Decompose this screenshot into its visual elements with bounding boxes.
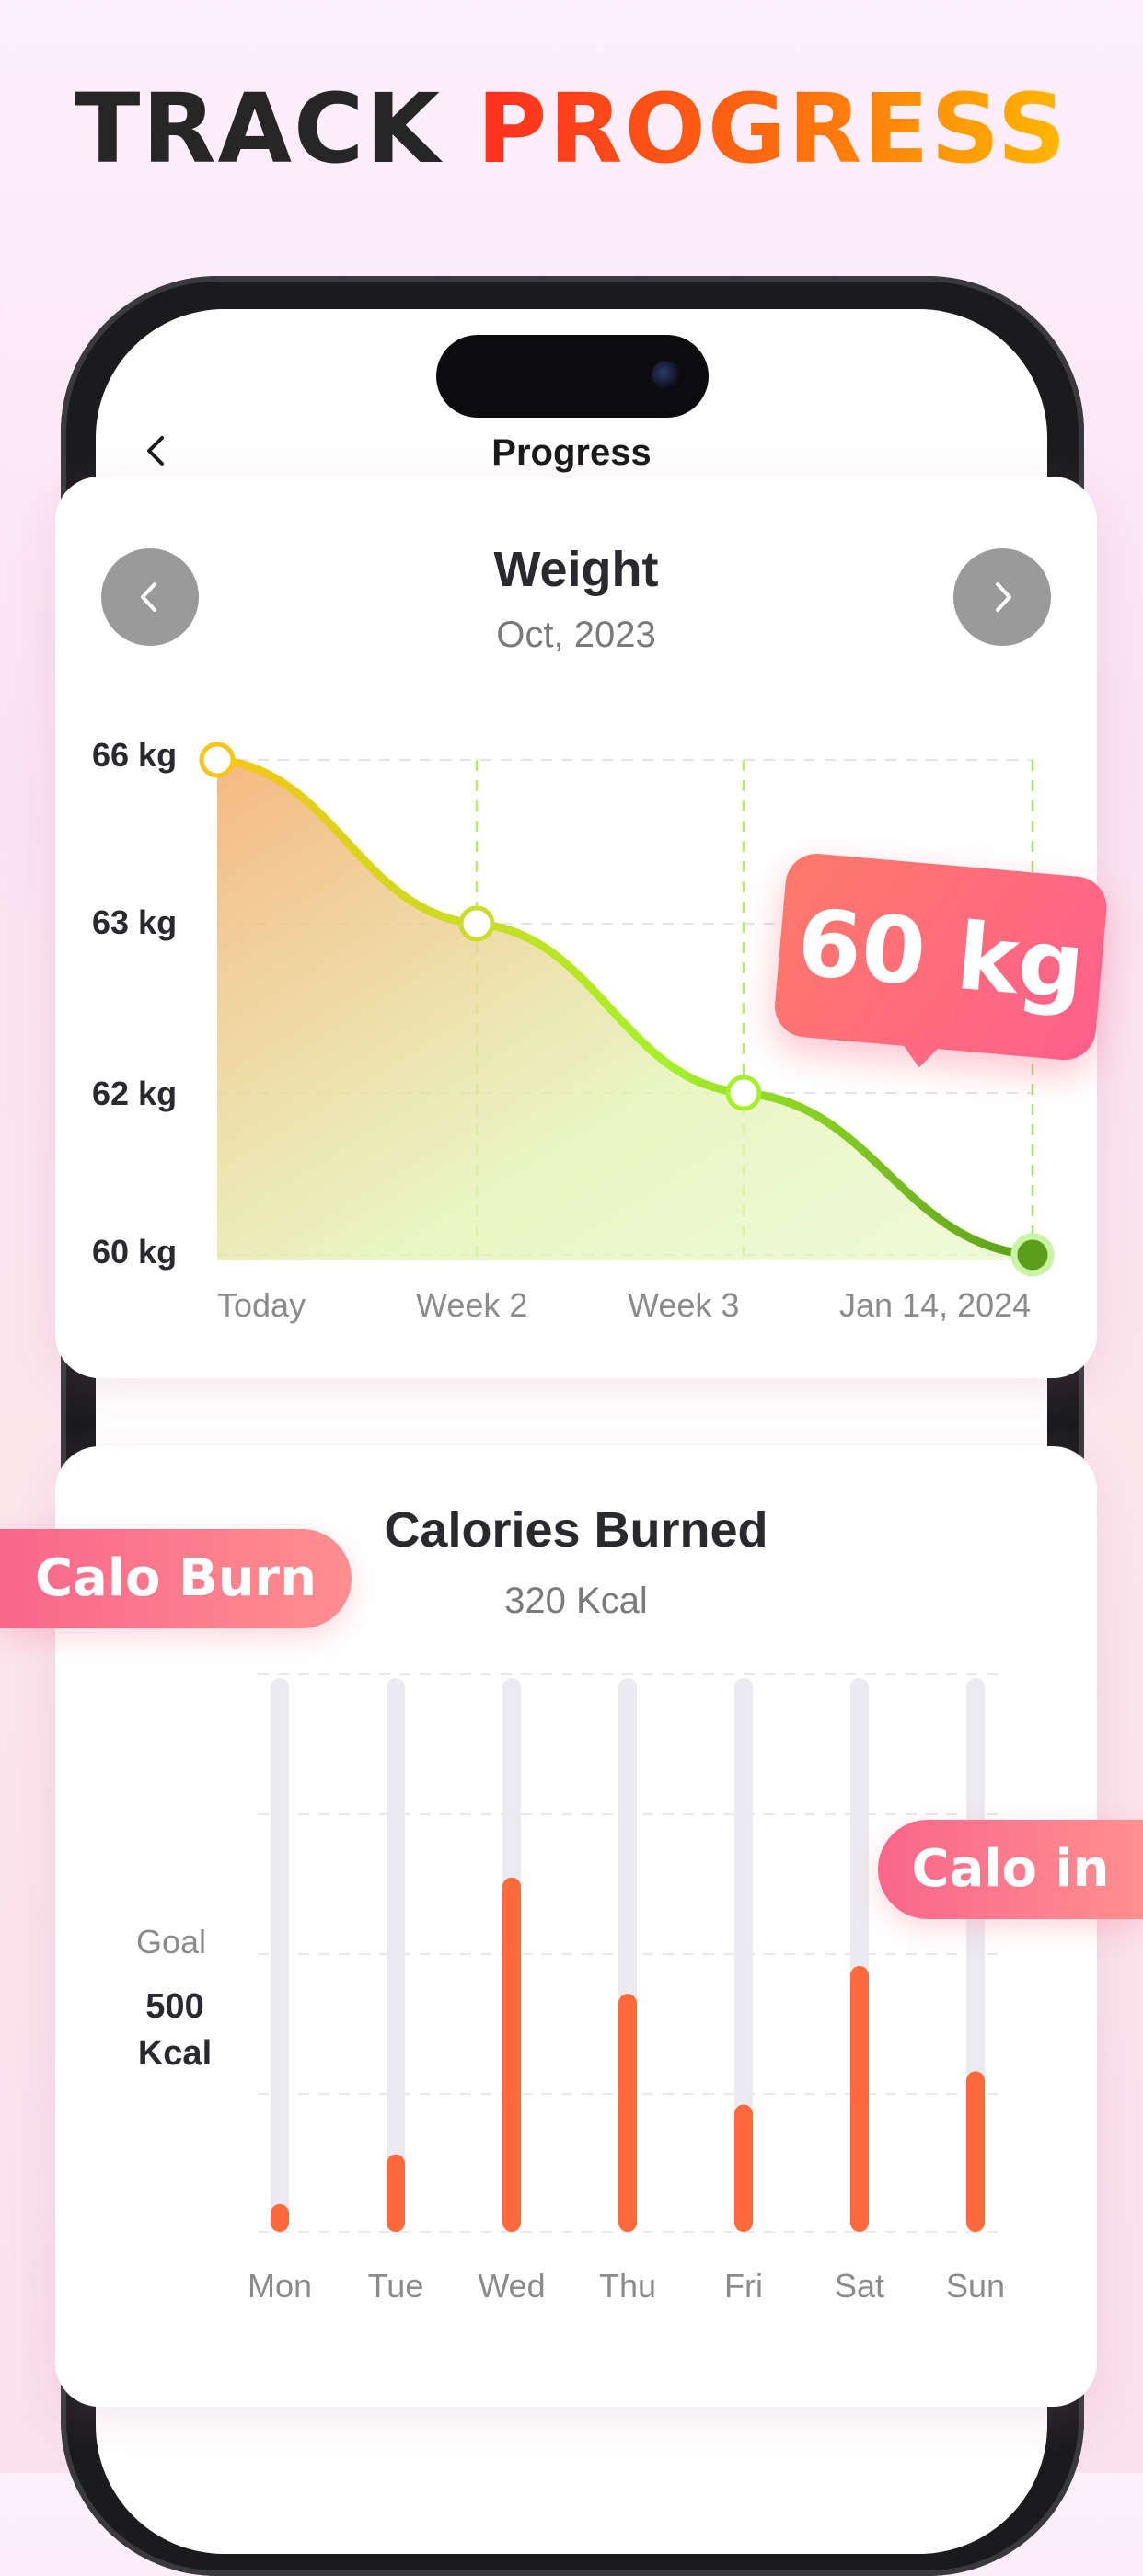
weight-series-line [213,755,1037,1259]
weight-title: Weight [493,542,659,597]
goal-value-number: 500 [145,1987,204,2026]
calorie-bar[interactable] [850,1966,869,2232]
y-tick-label: 63 kg [92,903,178,941]
headline-track: TRACK [75,73,442,185]
weight-card: Weight Oct, 2023 66 kg 63 kg 62 kg 60 kg… [55,477,1097,1378]
y-tick-label: 62 kg [92,1075,178,1112]
weight-area [217,760,1033,1260]
chevron-left-icon [141,582,156,612]
calorie-bar[interactable] [271,2203,289,2232]
calories-bar-chart [258,1673,1003,2233]
dynamic-island [436,335,709,418]
x-tick-label: Jan 14, 2024 [839,1286,1032,1324]
day-label: Mon [247,2267,313,2305]
calorie-bar[interactable] [734,2104,753,2232]
x-tick-label: Week 3 [628,1286,740,1324]
weight-line-chart [199,742,1055,1277]
chevron-right-icon [996,582,1011,612]
calorie-bar[interactable] [618,1994,637,2232]
x-tick-label: Today [217,1286,306,1324]
prev-month-button[interactable] [101,548,199,646]
y-tick-label: 60 kg [92,1233,178,1271]
callout-tail [891,1031,950,1071]
bar-track [734,1678,753,2232]
calories-title: Calories Burned [384,1502,768,1558]
calories-subtitle: 320 Kcal [504,1581,648,1621]
weight-subtitle: Oct, 2023 [496,615,656,655]
calo-burn-badge: Calo Burn [0,1529,352,1628]
calorie-bar[interactable] [502,1877,521,2232]
day-label: Sun [945,2267,1006,2305]
day-label: Fri [724,2267,763,2305]
goal-value-unit: Kcal [137,2034,213,2073]
day-label: Sat [834,2267,885,2305]
y-tick-label: 66 kg [92,736,178,774]
x-tick-label: Week 2 [416,1286,528,1324]
goal-value: 500 Kcal [120,1987,230,2074]
bar-track [271,1678,289,2232]
callout-text: 60 kg [792,888,1089,1021]
calo-in-badge: Calo in [878,1820,1143,1919]
screen-title: Progress [491,432,652,473]
day-label: Tue [367,2267,424,2305]
day-label: Thu [598,2267,657,2305]
calorie-bar[interactable] [387,2154,405,2232]
weight-data-point[interactable] [1010,1233,1055,1277]
weight-callout-badge: 60 kg [770,851,1110,1088]
bar-track [387,1678,405,2232]
weight-data-point[interactable] [458,905,495,942]
weight-data-point[interactable] [725,1075,762,1111]
camera-icon [652,361,681,390]
calorie-bar[interactable] [966,2071,985,2232]
headline-progress: PROGRESS [477,73,1068,185]
headline: TRACK PROGRESS [0,81,1143,177]
goal-label: Goal [136,1923,207,1961]
day-label: Wed [478,2267,546,2305]
next-month-button[interactable] [953,548,1051,646]
weight-data-point[interactable] [199,742,236,778]
back-arrow-icon[interactable] [138,432,175,469]
